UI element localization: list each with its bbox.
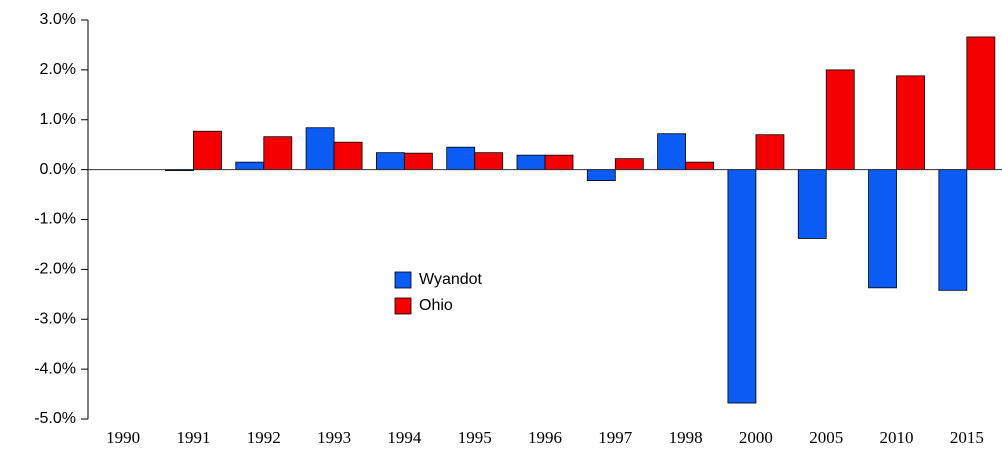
bar	[305, 127, 335, 171]
x-tick-label: 1991	[176, 428, 210, 447]
bar	[333, 141, 363, 171]
bar	[375, 152, 405, 171]
bar	[263, 136, 293, 171]
bar	[797, 169, 827, 239]
y-tick-label: -4.0%	[34, 360, 76, 377]
legend-label: Wyandot	[419, 271, 483, 288]
x-tick-label: 1998	[669, 428, 703, 447]
bar	[727, 169, 757, 404]
x-tick-label: 2000	[739, 428, 773, 447]
bar	[685, 161, 715, 171]
bar	[446, 146, 476, 171]
x-tick-label: 1994	[387, 428, 422, 447]
x-tick-label: 1996	[528, 428, 562, 447]
x-tick-label: 2010	[880, 428, 914, 447]
bar	[896, 75, 925, 171]
bar	[586, 169, 616, 181]
y-tick-label: 0.0%	[40, 161, 76, 178]
legend-swatch	[394, 297, 412, 315]
y-tick-label: -2.0%	[34, 261, 76, 278]
legend-swatch	[394, 271, 412, 289]
bar	[966, 36, 996, 171]
x-tick-label: 1995	[458, 428, 492, 447]
y-tick-label: 3.0%	[40, 11, 76, 28]
x-tick-label: 2015	[950, 428, 984, 447]
y-tick-label: -3.0%	[34, 310, 76, 327]
bar	[825, 69, 855, 171]
bar	[193, 130, 222, 171]
bar	[544, 154, 574, 171]
x-tick-label: 1992	[247, 428, 281, 447]
x-tick-label: 1990	[106, 428, 140, 447]
legend-label: Ohio	[419, 297, 453, 314]
bar	[403, 152, 433, 171]
bar	[755, 134, 785, 171]
y-tick-label: -1.0%	[34, 211, 76, 228]
bar	[938, 169, 968, 291]
bar	[614, 158, 644, 171]
bar	[235, 161, 265, 171]
y-tick-label: 2.0%	[40, 61, 76, 78]
bar	[657, 133, 687, 171]
y-tick-label: 1.0%	[40, 111, 76, 128]
y-tick-label: -5.0%	[34, 410, 76, 427]
bar	[516, 154, 546, 171]
bar	[868, 169, 897, 289]
x-tick-label: 2005	[809, 428, 843, 447]
x-tick-label: 1997	[598, 428, 633, 447]
bar	[474, 152, 504, 171]
x-tick-label: 1993	[317, 428, 351, 447]
